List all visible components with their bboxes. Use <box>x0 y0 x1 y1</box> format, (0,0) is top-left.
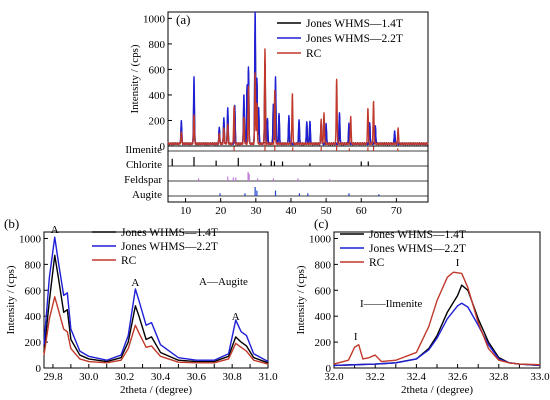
x-tick-label: 30 <box>250 205 262 217</box>
phase-frame <box>167 145 429 203</box>
y-tick-label: 400 <box>25 311 42 323</box>
x-tick-label: 20 <box>215 205 227 217</box>
annotation: I——Ilmenite <box>360 298 422 310</box>
y-tick-label: 400 <box>315 311 332 323</box>
series-line-1 <box>167 11 429 146</box>
panel-a: 0 200 400 600 800 1000 Intensity / (cps) (a) Jon… <box>124 11 429 217</box>
legend-label: Jones WHMS—2.2T <box>121 241 218 253</box>
legend-label: RC <box>306 48 322 60</box>
phase-label: Augite <box>132 189 162 201</box>
y-axis-label: Intensity / (cps) <box>295 265 307 334</box>
panel-label: (c) <box>314 216 328 231</box>
legend-label: Jones WHMS—2.2T <box>369 243 466 255</box>
series-line-2 <box>167 48 429 146</box>
x-tick-label: 30.6 <box>187 371 207 383</box>
phase-label: Chlorite <box>126 159 162 171</box>
phase-label: Feldspar <box>124 174 162 186</box>
x-tick-label: 30.0 <box>79 371 99 383</box>
x-tick-label: 60 <box>356 205 368 217</box>
x-tick-label: 30.8 <box>223 371 243 383</box>
y-tick-label: 600 <box>315 285 332 297</box>
series-line-1 <box>43 236 269 363</box>
legend-label: Jones WHMS—2.2T <box>306 33 403 45</box>
series-line-0 <box>43 254 269 364</box>
panel-b: 0 200 400 600 800 1000 29.8 30.0 30.2 30.4 30.6 30.… <box>4 216 278 396</box>
y-tick-label: 1000 <box>19 233 42 245</box>
y-tick-label: 200 <box>149 115 166 127</box>
legend-label: Jones WHMS—1.4T <box>306 18 403 30</box>
y-tick-label: 800 <box>315 259 332 271</box>
y-tick-label: 400 <box>149 90 166 102</box>
peak-label: A <box>51 224 59 236</box>
y-tick-label: 800 <box>25 259 42 271</box>
x-tick-label: 32.2 <box>366 371 385 383</box>
panel-label: (a) <box>176 12 190 27</box>
legend-label: RC <box>121 255 137 267</box>
y-axis-label: Intensity / (cps) <box>129 44 141 113</box>
y-tick-label: 600 <box>149 64 166 76</box>
y-tick-label: 800 <box>149 39 166 51</box>
y-tick-label: 600 <box>25 285 42 297</box>
annotation: A—Augite <box>199 276 248 288</box>
y-tick-label: 0 <box>326 363 332 375</box>
legend-label: RC <box>369 257 385 269</box>
x-axis-label: 2theta / (degree) <box>401 384 473 396</box>
x-tick-label: 40 <box>285 205 297 217</box>
y-tick-label: 1000 <box>309 233 332 245</box>
x-tick-label: 33.0 <box>530 371 550 383</box>
legend-label: Jones WHMS—1.4T <box>369 229 466 241</box>
y-tick-label: 0 <box>36 363 42 375</box>
x-tick-label: 32.8 <box>489 371 509 383</box>
x-tick-label: 50 <box>321 205 333 217</box>
series-line-1 <box>333 302 541 367</box>
x-axis-label: 2theta / (degree) <box>120 384 192 396</box>
x-tick-label: 10 <box>180 205 192 217</box>
series-line-2 <box>43 296 269 365</box>
phase-label: Ilmenite <box>125 144 162 156</box>
y-tick-label: 200 <box>315 337 332 349</box>
panel-label: (b) <box>4 216 19 231</box>
plot-frame <box>43 231 269 369</box>
peak-label: A <box>232 311 240 323</box>
x-tick-label: 30.2 <box>115 371 134 383</box>
peak-label: I <box>354 331 358 343</box>
x-tick-label: 29.8 <box>43 371 63 383</box>
series-line-2 <box>333 271 541 366</box>
peak-label: I <box>456 257 460 269</box>
x-tick-label: 32.0 <box>324 371 344 383</box>
x-tick-label: 32.4 <box>407 371 427 383</box>
y-tick-label: 0 <box>160 141 166 153</box>
legend-label: Jones WHMS—1.4T <box>121 227 218 239</box>
y-axis-label: Intensity / (cps) <box>5 265 17 334</box>
peak-label: A <box>131 277 139 289</box>
x-tick-label: 32.6 <box>448 371 468 383</box>
x-tick-label: 70 <box>391 205 403 217</box>
panel-c: 0 200 400 600 800 1000 32.0 32.2 32.4 32.6 32.8 33.… <box>295 216 550 396</box>
y-tick-label: 200 <box>25 337 42 349</box>
x-tick-label: 31.0 <box>258 371 278 383</box>
y-tick-label: 1000 <box>143 13 166 25</box>
x-tick-label: 30.4 <box>151 371 171 383</box>
